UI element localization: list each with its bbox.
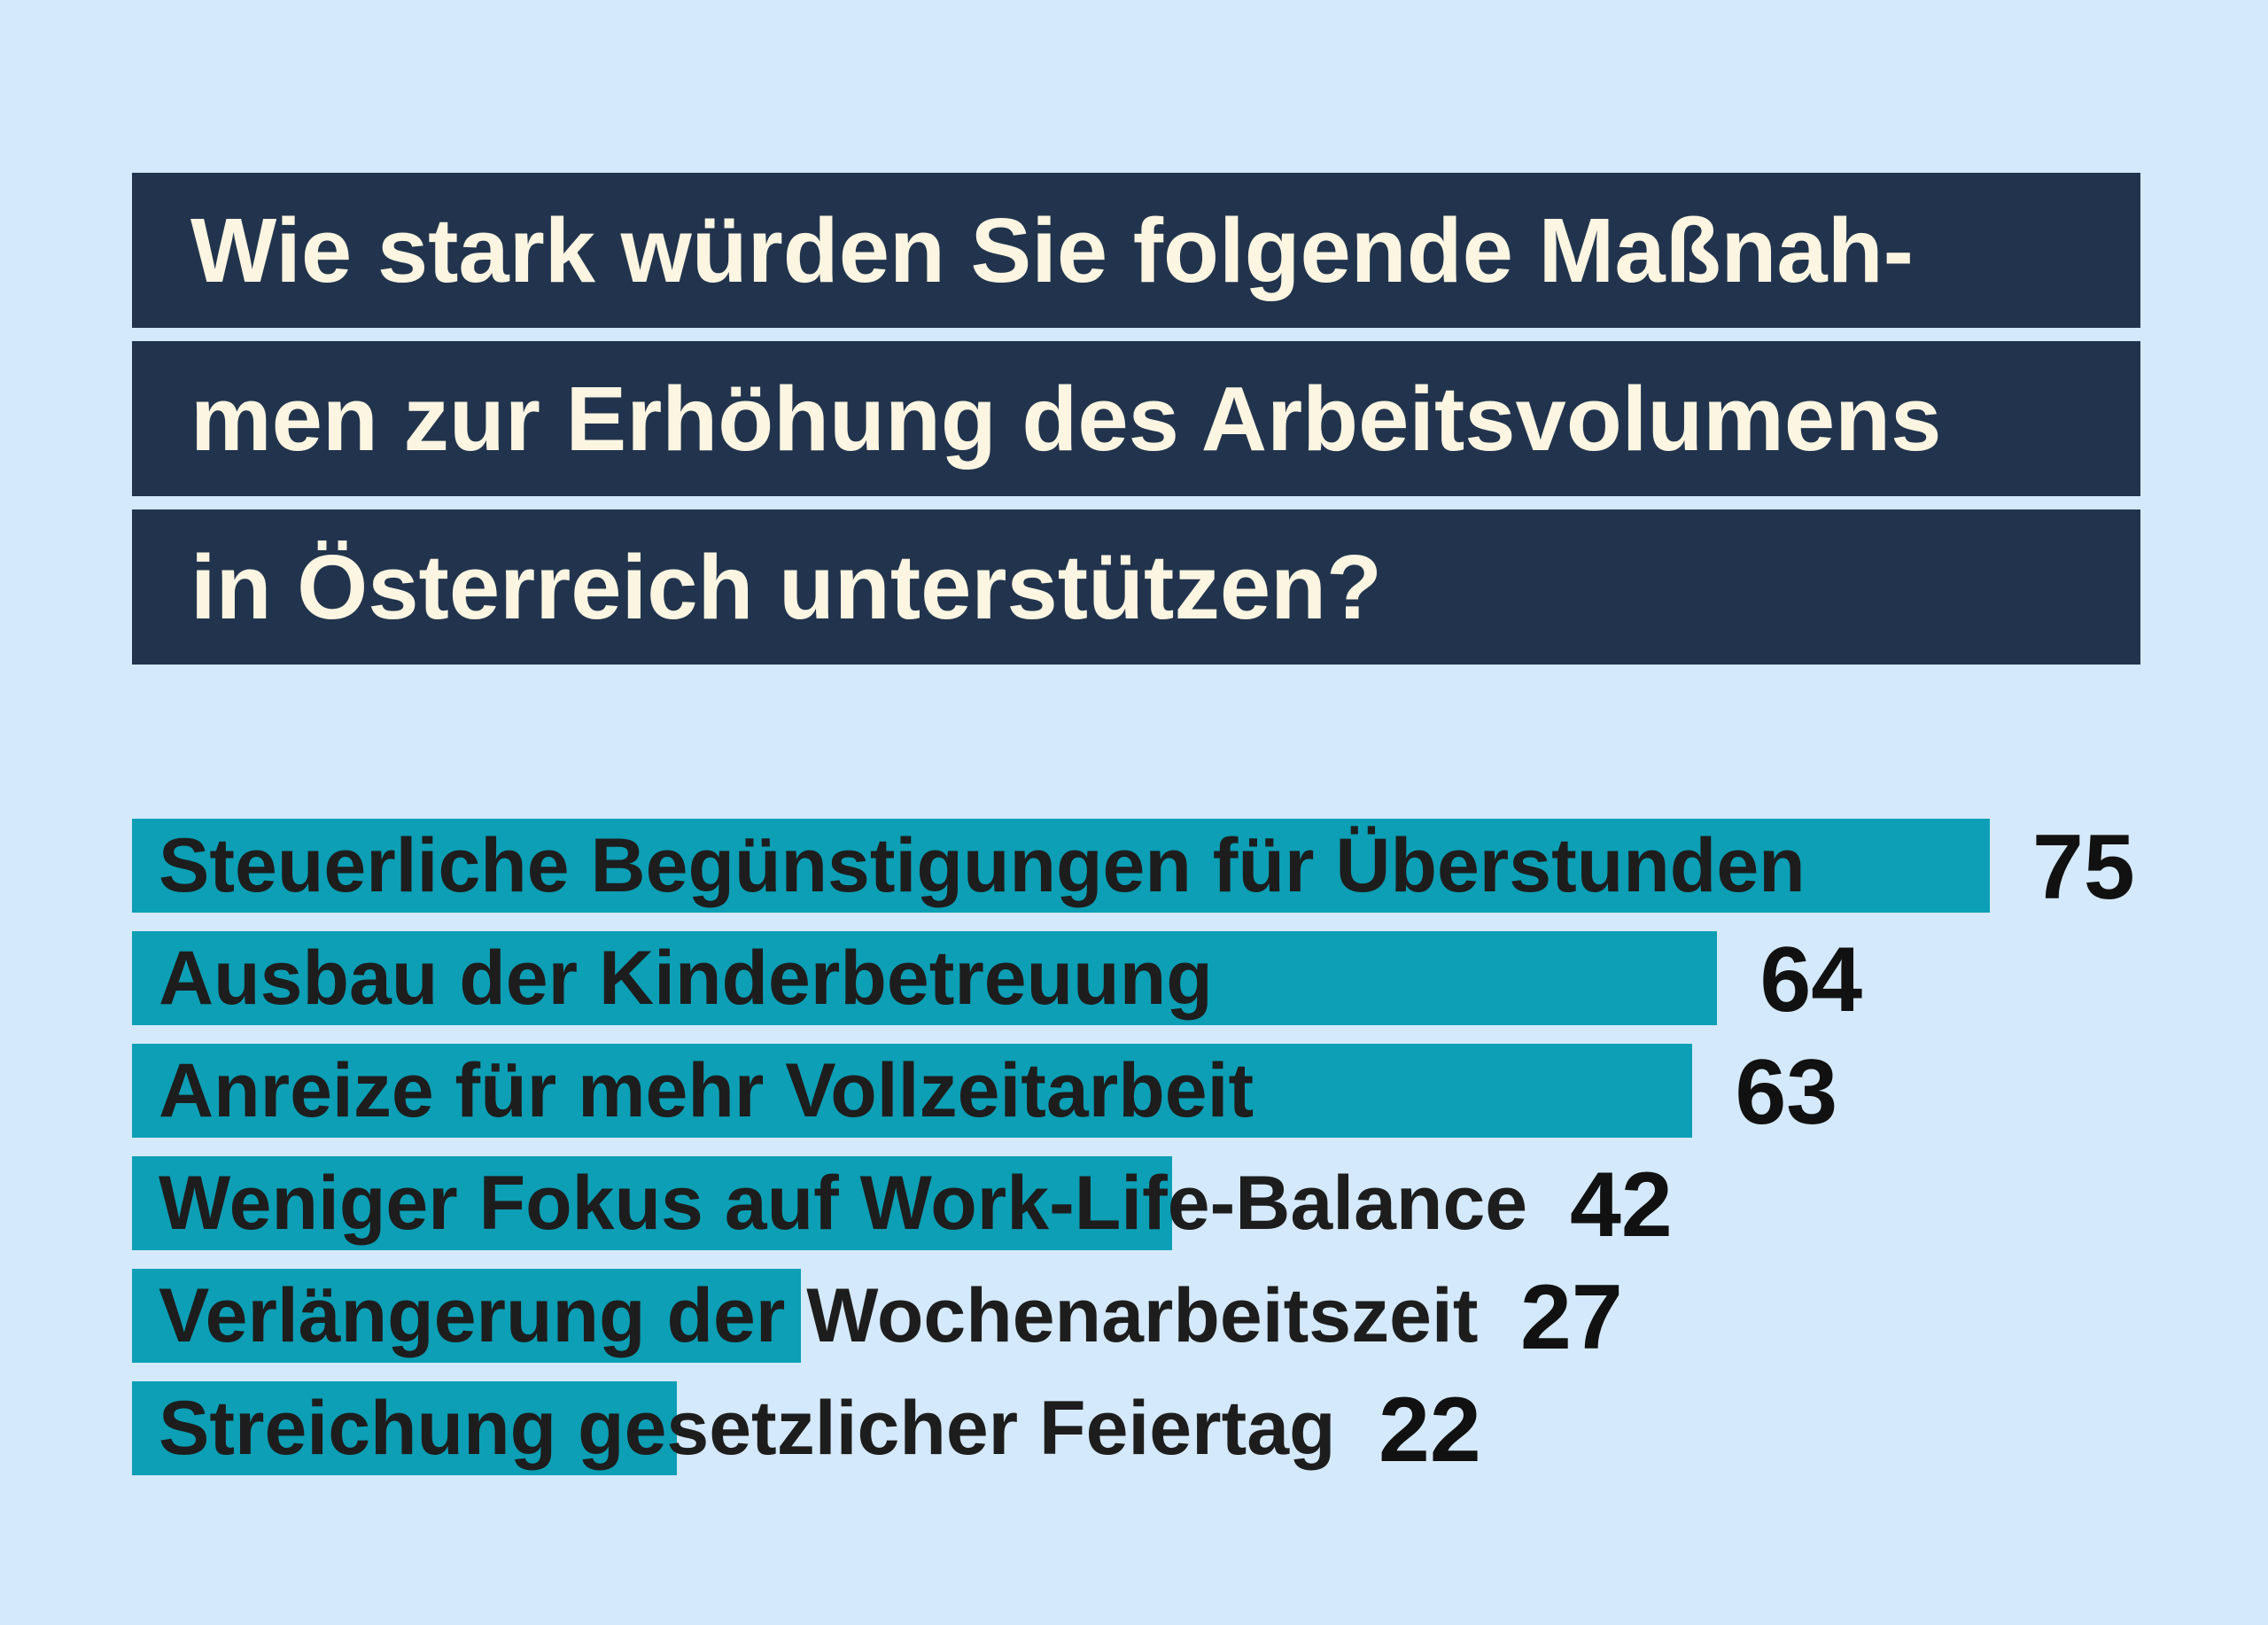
bar-label-5: Verlängerung der Wochenarbeitszeit (159, 1273, 1479, 1358)
title-line-2: men zur Erhöhung des Arbeitsvolumens (132, 341, 2140, 496)
bar-value-4: 42 (1570, 1154, 1673, 1256)
bar-label-6: Streichung gesetzlicher Feiertag (159, 1386, 1336, 1471)
bar-2 (132, 931, 1718, 1025)
bar-value-1: 75 (2032, 816, 2135, 919)
bar-label-4: Weniger Fokus auf Work-Life-Balance (159, 1161, 1528, 1246)
bar-label-2: Ausbau der Kinderbetreuung (159, 936, 1213, 1021)
bar-3 (132, 1044, 1693, 1138)
bar-value-3: 63 (1735, 1041, 1838, 1144)
bar-1 (132, 819, 1990, 913)
bar-5 (132, 1269, 801, 1363)
bar-6 (132, 1381, 678, 1475)
bar-value-5: 27 (1520, 1266, 1623, 1369)
bar-label-3: Anreize für mehr Vollzeitarbeit (159, 1048, 1254, 1133)
title-line-3: in Österreich unterstützen? (132, 509, 2140, 665)
bar-value-2: 64 (1759, 929, 1863, 1031)
bar-value-6: 22 (1379, 1379, 1481, 1481)
chart-title: Wie stark würden Sie folgende Maßnah- me… (132, 173, 2140, 678)
bar-label-1: Steuerliche Begünstigungen für Überstund… (159, 823, 1806, 908)
title-line-1: Wie stark würden Sie folgende Maßnah- (132, 173, 2140, 328)
bar-4 (132, 1156, 1173, 1250)
